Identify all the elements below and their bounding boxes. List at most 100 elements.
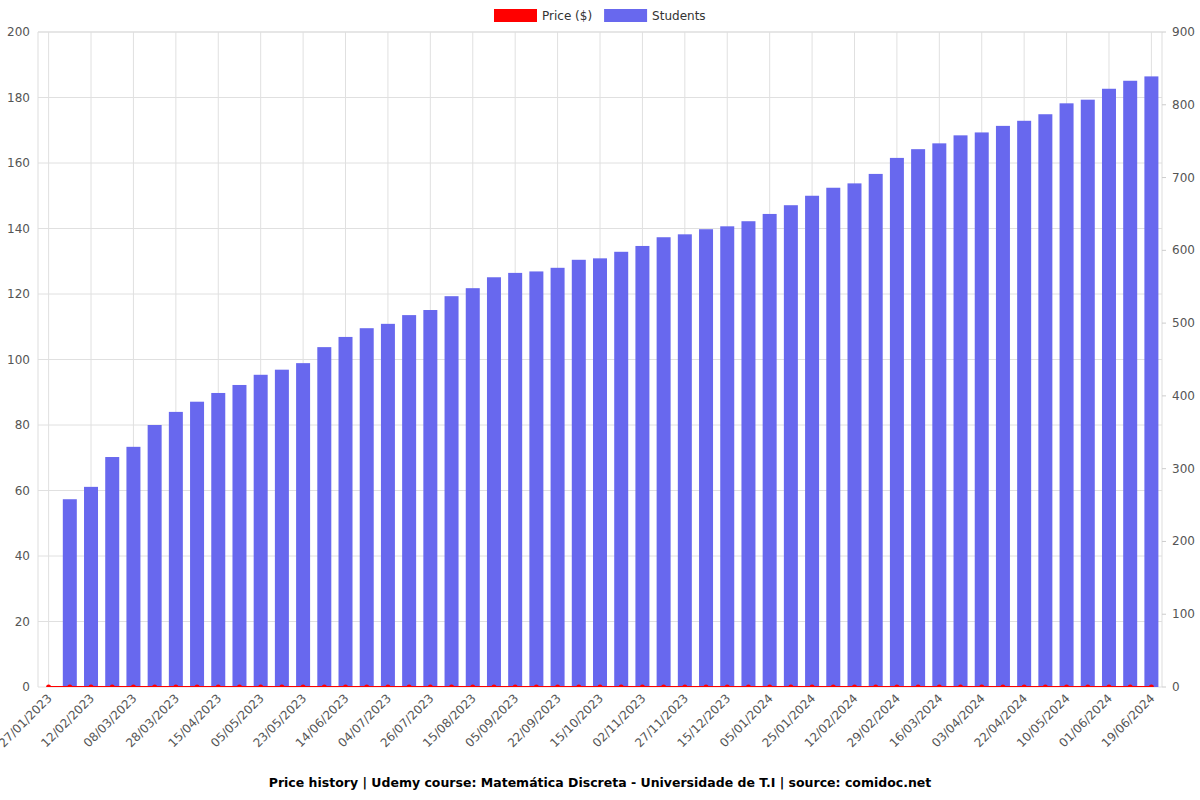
bar (254, 375, 268, 687)
bar (211, 393, 225, 687)
bar (423, 310, 437, 687)
y-tick-label: 120 (7, 287, 30, 301)
title: Price history | Udemy course: Matemática… (269, 775, 932, 790)
y2-tick (1162, 614, 1166, 615)
y2-tick (1162, 32, 1166, 33)
y2-tick (1162, 687, 1166, 688)
grid (38, 32, 1162, 687)
bar (445, 296, 459, 687)
marker (364, 685, 369, 688)
marker (46, 685, 51, 688)
bar (275, 370, 289, 687)
marker (1128, 685, 1133, 688)
bar (763, 214, 777, 687)
bar (932, 143, 946, 687)
marker (979, 685, 984, 688)
y-tick-label: 100 (7, 353, 30, 367)
y2-tick-label: 900 (1172, 25, 1195, 39)
bar (784, 205, 798, 687)
bar (657, 237, 671, 687)
marker (1022, 685, 1027, 688)
marker (110, 685, 115, 688)
y2-tick-label: 700 (1172, 171, 1195, 185)
marker (788, 685, 793, 688)
bar (232, 385, 246, 687)
bar (1102, 89, 1116, 687)
marker (491, 685, 496, 688)
y-tick-label: 20 (15, 615, 30, 629)
marker (576, 685, 581, 688)
bar (572, 260, 586, 687)
bar (1017, 121, 1031, 687)
bar (466, 288, 480, 687)
bar (741, 221, 755, 687)
y2-tick-label: 400 (1172, 389, 1195, 403)
y2-tick (1162, 541, 1166, 542)
y-tick-label: 40 (15, 549, 30, 563)
marker (470, 685, 475, 688)
y2-tick (1162, 250, 1166, 251)
y-tick-label: 140 (7, 222, 30, 236)
bar (84, 487, 98, 687)
marker (279, 685, 284, 688)
marker (513, 685, 518, 688)
y2-tick (1162, 468, 1166, 469)
marker (195, 685, 200, 688)
marker (258, 685, 263, 688)
marker (958, 685, 963, 688)
legend-label: Price ($) (542, 9, 592, 23)
marker (1000, 685, 1005, 688)
marker (831, 685, 836, 688)
marker (746, 685, 751, 688)
bar (63, 499, 77, 687)
y2-tick-label: 300 (1172, 462, 1195, 476)
x-axis: 27/01/202312/02/202308/03/202328/03/2023… (0, 691, 1158, 750)
bar (847, 183, 861, 687)
bar (1144, 76, 1158, 687)
y2-tick-label: 600 (1172, 243, 1195, 257)
y2-axis: 0100200300400500600700800900 (1162, 25, 1195, 694)
marker (152, 685, 157, 688)
marker (767, 685, 772, 688)
bar (105, 457, 119, 687)
plot-area (46, 76, 1158, 687)
marker (682, 685, 687, 688)
marker (1064, 685, 1069, 688)
bar (339, 337, 353, 687)
bar (869, 174, 883, 687)
bar (402, 315, 416, 687)
y-tick-label: 60 (15, 484, 30, 498)
bar (296, 363, 310, 687)
marker (407, 685, 412, 688)
y-tick-label: 180 (7, 91, 30, 105)
y-tick-label: 80 (15, 418, 30, 432)
bar (1081, 100, 1095, 687)
bar (720, 226, 734, 687)
y2-tick (1162, 177, 1166, 178)
line-series (46, 685, 1154, 688)
y2-tick (1162, 395, 1166, 396)
bar (1038, 114, 1052, 687)
frame-left (38, 32, 39, 687)
bar (360, 328, 374, 687)
legend-swatch (604, 9, 647, 22)
marker (301, 685, 306, 688)
y2-tick (1162, 104, 1166, 105)
marker (449, 685, 454, 688)
chart: 0204060801001201401601802000100200300400… (0, 0, 1200, 800)
marker (873, 685, 878, 688)
marker (216, 685, 221, 688)
bar (890, 158, 904, 687)
legend-label: Students (652, 9, 706, 23)
bar (126, 447, 140, 687)
bar (826, 188, 840, 687)
bar (593, 258, 607, 687)
legend: Price ($) Students (494, 9, 706, 23)
y-tick-label: 160 (7, 156, 30, 170)
bar (996, 126, 1010, 687)
marker (640, 685, 645, 688)
bar (975, 132, 989, 687)
bar (954, 135, 968, 687)
bar (911, 149, 925, 687)
y2-tick-label: 200 (1172, 534, 1195, 548)
